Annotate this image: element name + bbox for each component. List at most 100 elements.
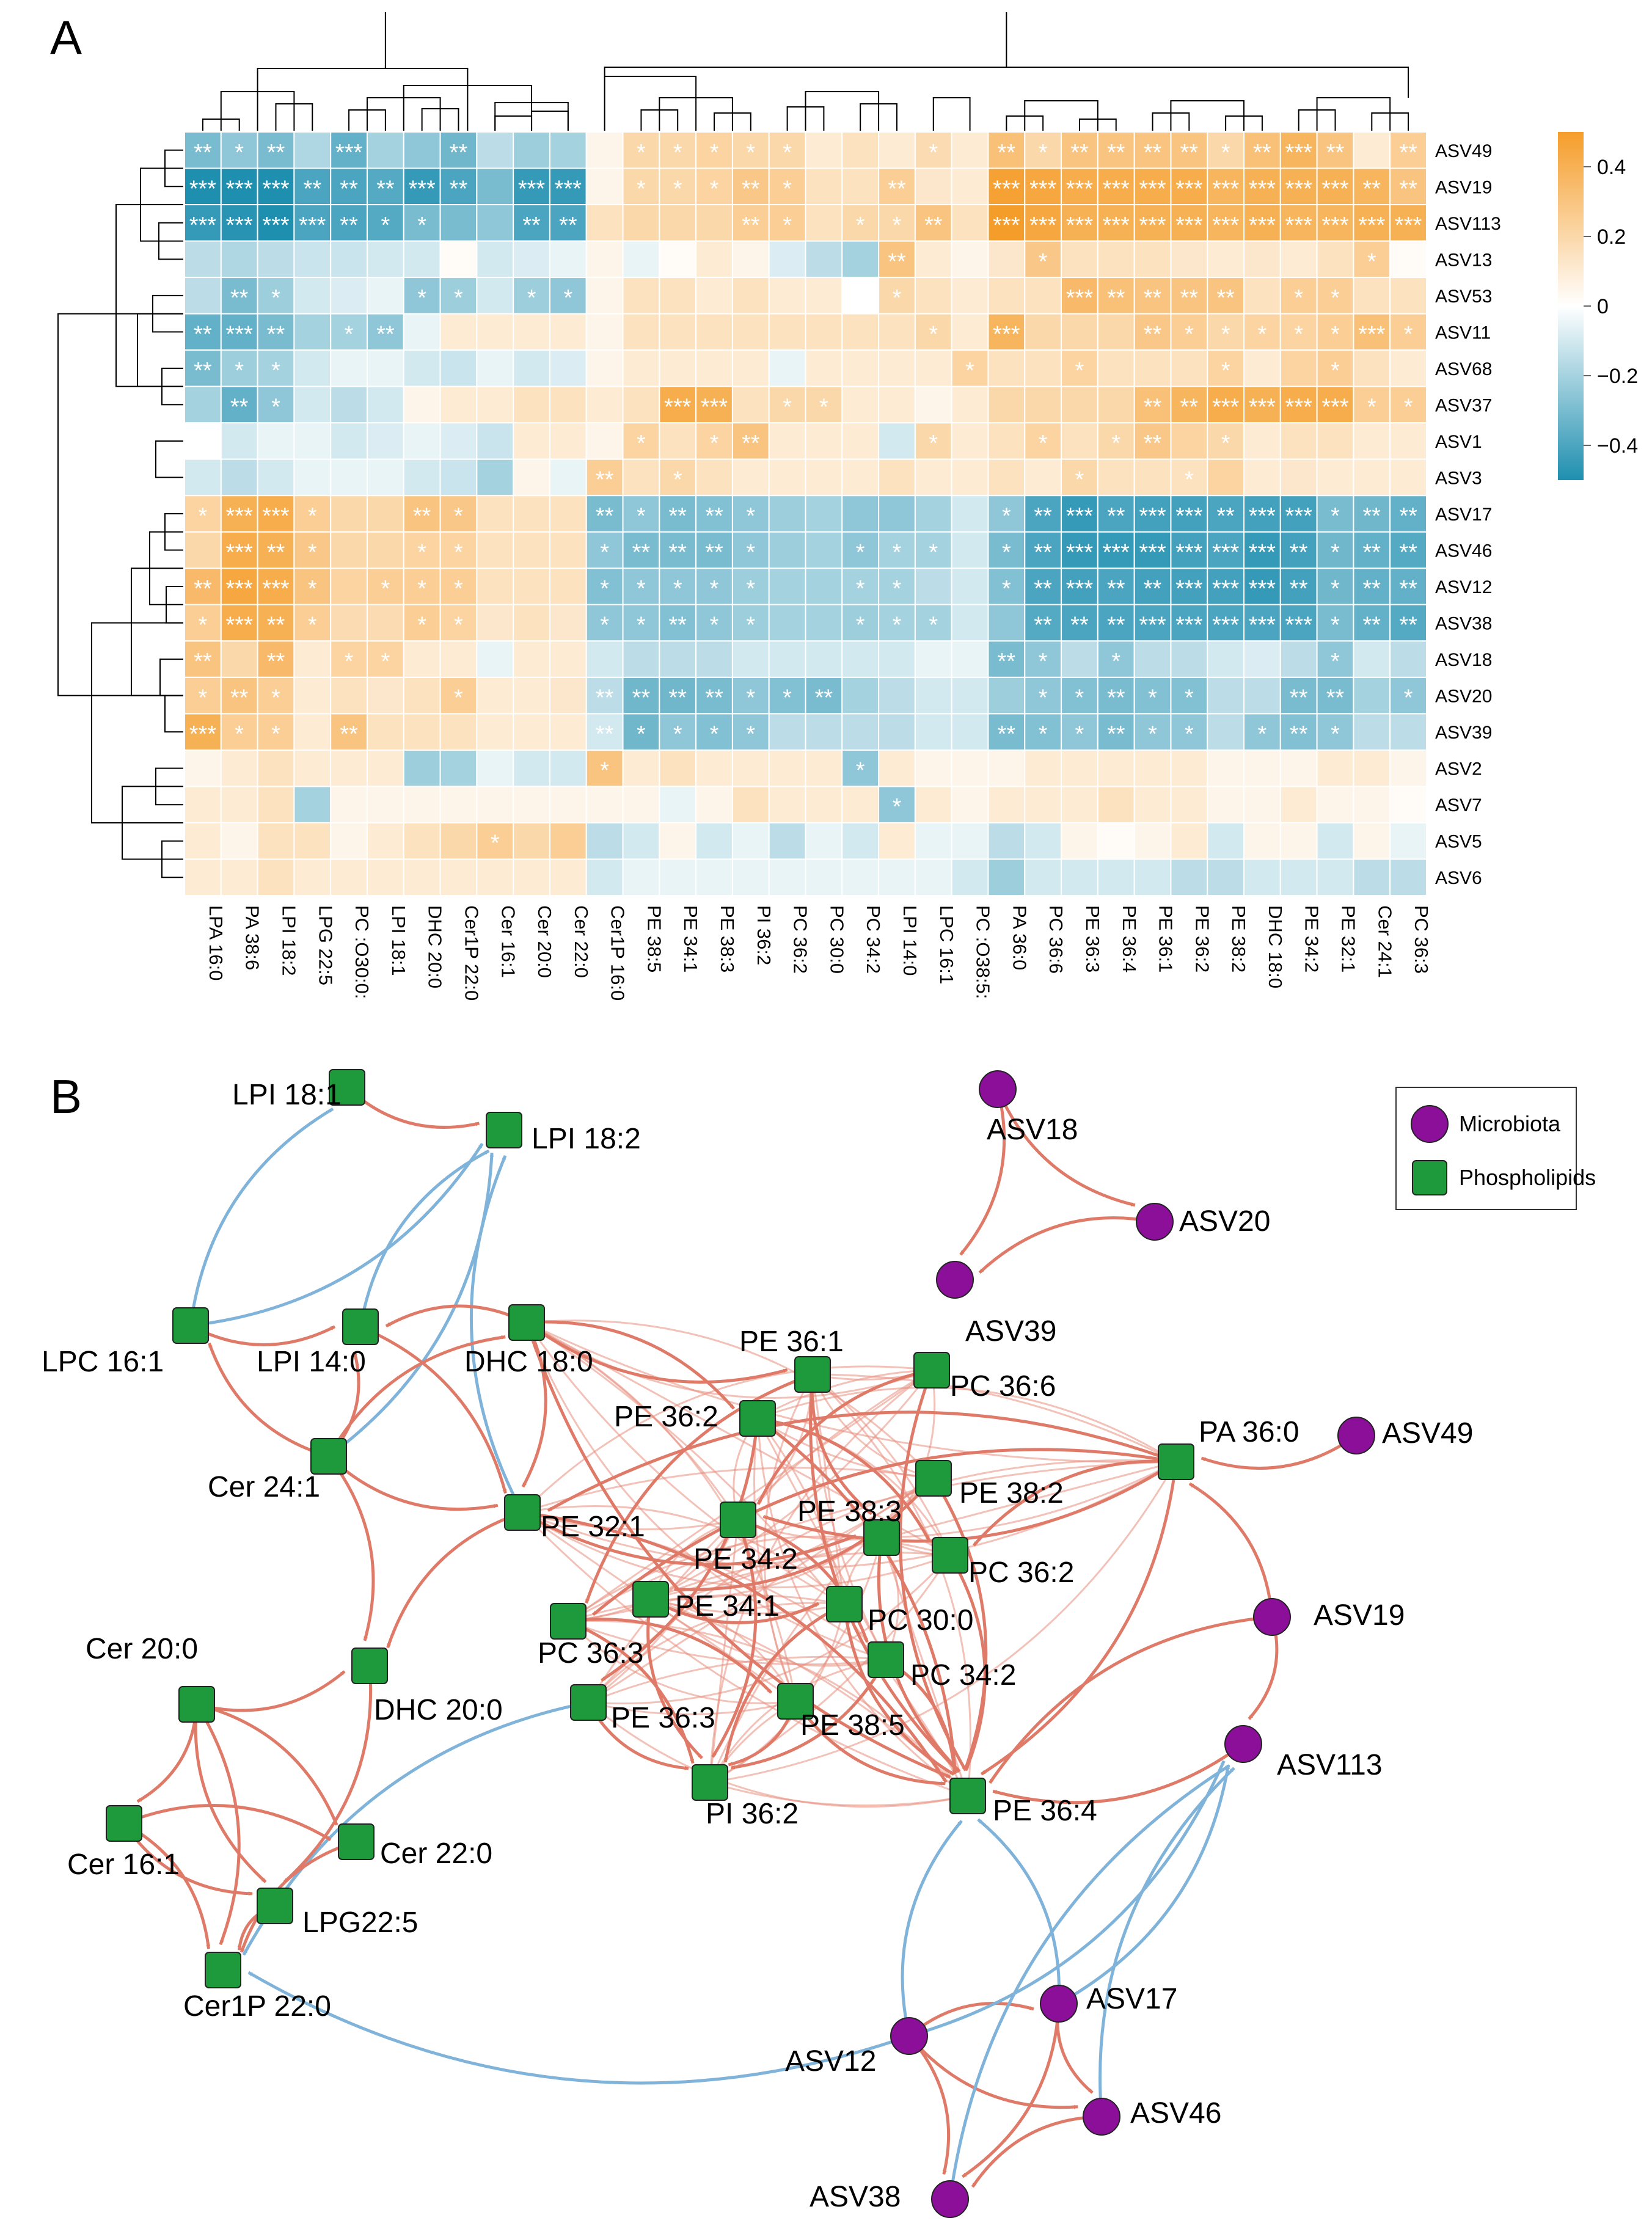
significance-star: ** [1144,576,1162,602]
heatmap-cell [805,349,843,387]
heatmap-cell [403,604,441,642]
heatmap-cell [1133,531,1172,569]
heatmap-cell [951,567,989,605]
dendrogram-link [1316,97,1391,131]
scale-tick-label: 0.4 [1597,156,1626,179]
significance-star: * [929,431,938,456]
significance-star: *** [1321,176,1349,202]
significance-star: * [1221,140,1230,166]
significance-star: *** [1066,576,1094,602]
node-label: Cer 22:0 [380,1837,492,1870]
network-edge [585,1373,813,1604]
heatmap-cell [220,204,258,242]
heatmap-cell [1389,713,1427,751]
significance-star: *** [189,176,217,202]
significance-star: * [1039,249,1048,274]
heatmap-cell [841,131,880,169]
significance-star: * [235,358,244,384]
significance-star: * [856,613,865,638]
network-edge [962,2003,1061,2178]
significance-star: * [965,358,974,384]
heatmap-cell [513,458,550,497]
heatmap-cell [878,604,916,642]
network-edge [247,1971,910,2085]
heatmap-cell [585,858,624,897]
heatmap-cell [403,495,441,533]
network-edge [525,1322,951,1779]
heatmap-cell [330,604,368,642]
heatmap-cell [659,349,697,387]
dendrogram-link [115,204,183,387]
network-edge [762,1460,1177,1543]
heatmap-cell [805,240,843,279]
significance-star: * [417,576,426,602]
heatmap-cell [439,531,478,569]
heatmap-cell [841,567,880,605]
heatmap-cell [622,676,660,715]
heatmap-cell [293,749,332,787]
heatmap-cell [878,422,916,460]
heatmap-cell [549,495,587,533]
heatmap-cell [914,567,952,605]
heatmap-cell [987,822,1026,860]
heatmap-cell [1353,495,1391,533]
significance-star: *** [1103,176,1130,202]
heatmap-cell [1316,858,1354,897]
heatmap-cell [549,822,587,860]
microbiota-node [1083,2098,1120,2136]
heatmap-cell [1389,458,1427,497]
heatmap-cell [659,749,697,787]
significance-star: * [1404,394,1413,420]
network-edge [650,1552,951,1600]
heatmap-cell [695,822,733,860]
heatmap-column-labels: LPA 16:0 PA 38:6 LPI 18:2 LPG 22:5 PC :O30:0… [205,905,1432,1001]
heatmap-cell [403,749,441,787]
heatmap-cell [914,385,952,424]
heatmap-cell [257,531,295,569]
heatmap-cell [1170,858,1208,897]
heatmap-cell [1024,167,1062,206]
heatmap-cell [914,167,952,206]
heatmap-cell [841,458,880,497]
heatmap-cell [403,531,441,569]
significance-star: ** [632,540,651,566]
heatmap-cell [1353,676,1391,715]
significance-star: * [893,213,902,238]
heatmap-cell [951,422,989,460]
heatmap-cell [220,604,258,642]
heatmap-cell [549,422,587,460]
heatmap-cell [293,422,332,460]
significance-star: * [454,685,463,711]
heatmap-cell [1316,567,1354,605]
significance-star: ** [1107,140,1125,166]
heatmap-cell [987,313,1026,351]
phospholipid-node [329,1069,365,1106]
network-edge [977,1818,1061,2004]
heatmap-cell [293,349,332,387]
heatmap-cell [1061,531,1098,569]
heatmap-cell [439,131,478,169]
significance-star: * [929,613,938,638]
phospholipid-node [692,1764,728,1801]
significance-star: ** [303,176,321,202]
color-scale-legend: 0.4 0.2 0 −0.2 −0.4 [1558,132,1638,480]
heatmap-cell [585,240,624,279]
heatmap-cell [731,713,770,751]
heatmap-cell [184,277,222,315]
heatmap-cell [987,858,1026,897]
network-edge [283,1665,373,1883]
row-label: ASV39 [1435,723,1492,743]
network-edge [972,1459,1177,1547]
heatmap-cell [841,749,880,787]
heatmap-cell [513,131,550,169]
heatmap-cell [293,495,332,533]
heatmap-cell [914,313,952,351]
heatmap-cell [549,858,587,897]
heatmap-cell [878,822,916,860]
heatmap-cell [805,567,843,605]
heatmap-cell [257,822,295,860]
heatmap-cell [1097,786,1135,823]
heatmap-cell [731,313,770,351]
node-label: PC 36:6 [950,1370,1056,1403]
network-edge [989,1615,1273,1784]
